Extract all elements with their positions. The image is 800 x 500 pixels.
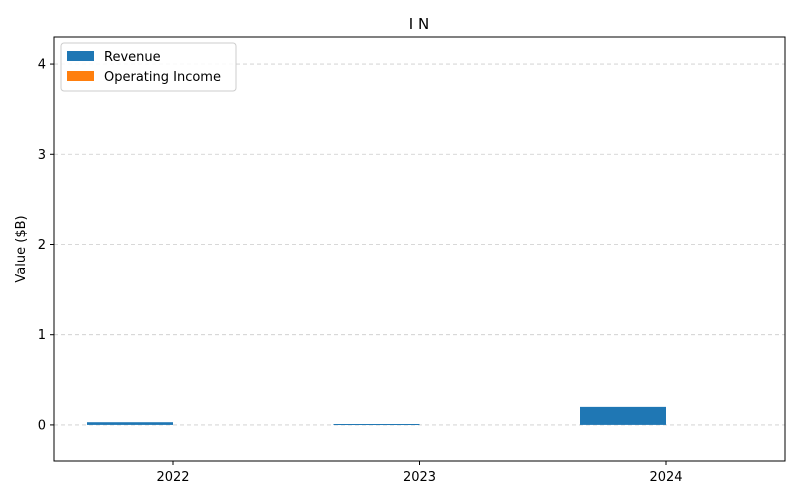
y-axis: 0 1 2 3 4 <box>38 58 54 433</box>
legend-swatch <box>67 71 94 81</box>
chart-title: I N <box>409 15 429 33</box>
y-axis-label: Value ($B) <box>14 215 29 282</box>
y-tick-label: 2 <box>38 238 46 253</box>
y-tick-label: 1 <box>38 328 46 343</box>
x-axis: 2022 2023 2024 <box>156 461 683 485</box>
legend: Revenue Operating Income <box>60 42 237 92</box>
y-tick-label: 3 <box>38 148 46 163</box>
y-tick-label: 4 <box>38 58 46 73</box>
legend-label: Operating Income <box>104 70 221 85</box>
legend-swatch <box>67 51 94 61</box>
legend-box <box>60 42 237 92</box>
x-tick-label: 2023 <box>403 470 436 485</box>
bar-revenue-2024 <box>580 406 666 425</box>
bars <box>87 406 666 426</box>
bar-revenue-2023 <box>333 424 420 426</box>
y-tick-label: 0 <box>38 418 46 433</box>
x-tick-label: 2022 <box>156 470 189 485</box>
x-tick-label: 2024 <box>649 470 682 485</box>
bar-revenue-2022 <box>87 422 173 425</box>
legend-label: Revenue <box>104 50 161 65</box>
